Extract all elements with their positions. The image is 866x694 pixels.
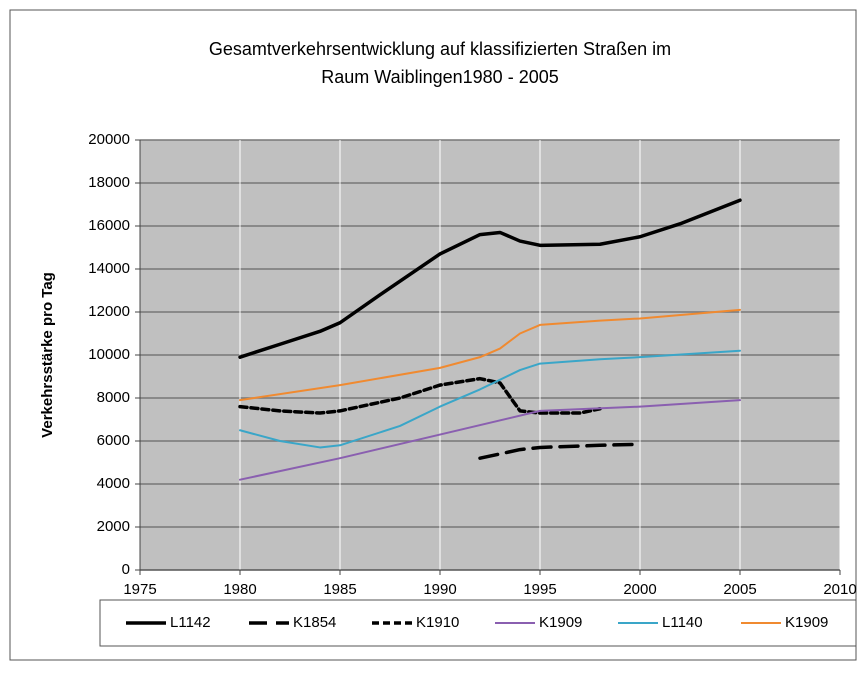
legend-label: K1909 (785, 614, 828, 631)
x-tick-label: 2000 (623, 581, 656, 598)
legend-label: K1910 (416, 614, 459, 631)
y-tick-label: 4000 (97, 475, 130, 492)
legend-label: L1142 (170, 614, 211, 631)
series-line (238, 198, 742, 359)
x-tick-label: 1975 (123, 581, 156, 598)
legend-label: K1909 (539, 614, 582, 631)
x-tick-label: 1980 (223, 581, 256, 598)
chart-title: Gesamtverkehrsentwicklung auf klassifizi… (209, 39, 671, 59)
series-line (478, 442, 642, 460)
y-tick-label: 20000 (88, 131, 130, 148)
legend-label: L1140 (662, 614, 703, 631)
x-tick-label: 1995 (523, 581, 556, 598)
y-tick-label: 14000 (88, 260, 130, 277)
y-tick-label: 2000 (97, 518, 130, 535)
y-tick-label: 8000 (97, 389, 130, 406)
y-axis-label: Verkehrsstärke pro Tag (39, 272, 56, 438)
legend-label: K1854 (293, 614, 336, 631)
series-line (238, 376, 602, 415)
series-line (239, 349, 741, 449)
x-tick-label: 2005 (723, 581, 756, 598)
y-tick-label: 16000 (88, 217, 130, 234)
x-tick-label: 2010 (823, 581, 856, 598)
y-tick-label: 0 (122, 561, 130, 578)
chart-title: Raum Waiblingen1980 - 2005 (321, 67, 558, 87)
y-tick-label: 10000 (88, 346, 130, 363)
x-tick-label: 1990 (423, 581, 456, 598)
x-tick-label: 1985 (323, 581, 356, 598)
y-tick-label: 6000 (97, 432, 130, 449)
y-tick-label: 12000 (88, 303, 130, 320)
y-tick-label: 18000 (88, 174, 130, 191)
series-line (239, 399, 741, 481)
legend (99, 599, 857, 647)
series-line (239, 308, 741, 402)
